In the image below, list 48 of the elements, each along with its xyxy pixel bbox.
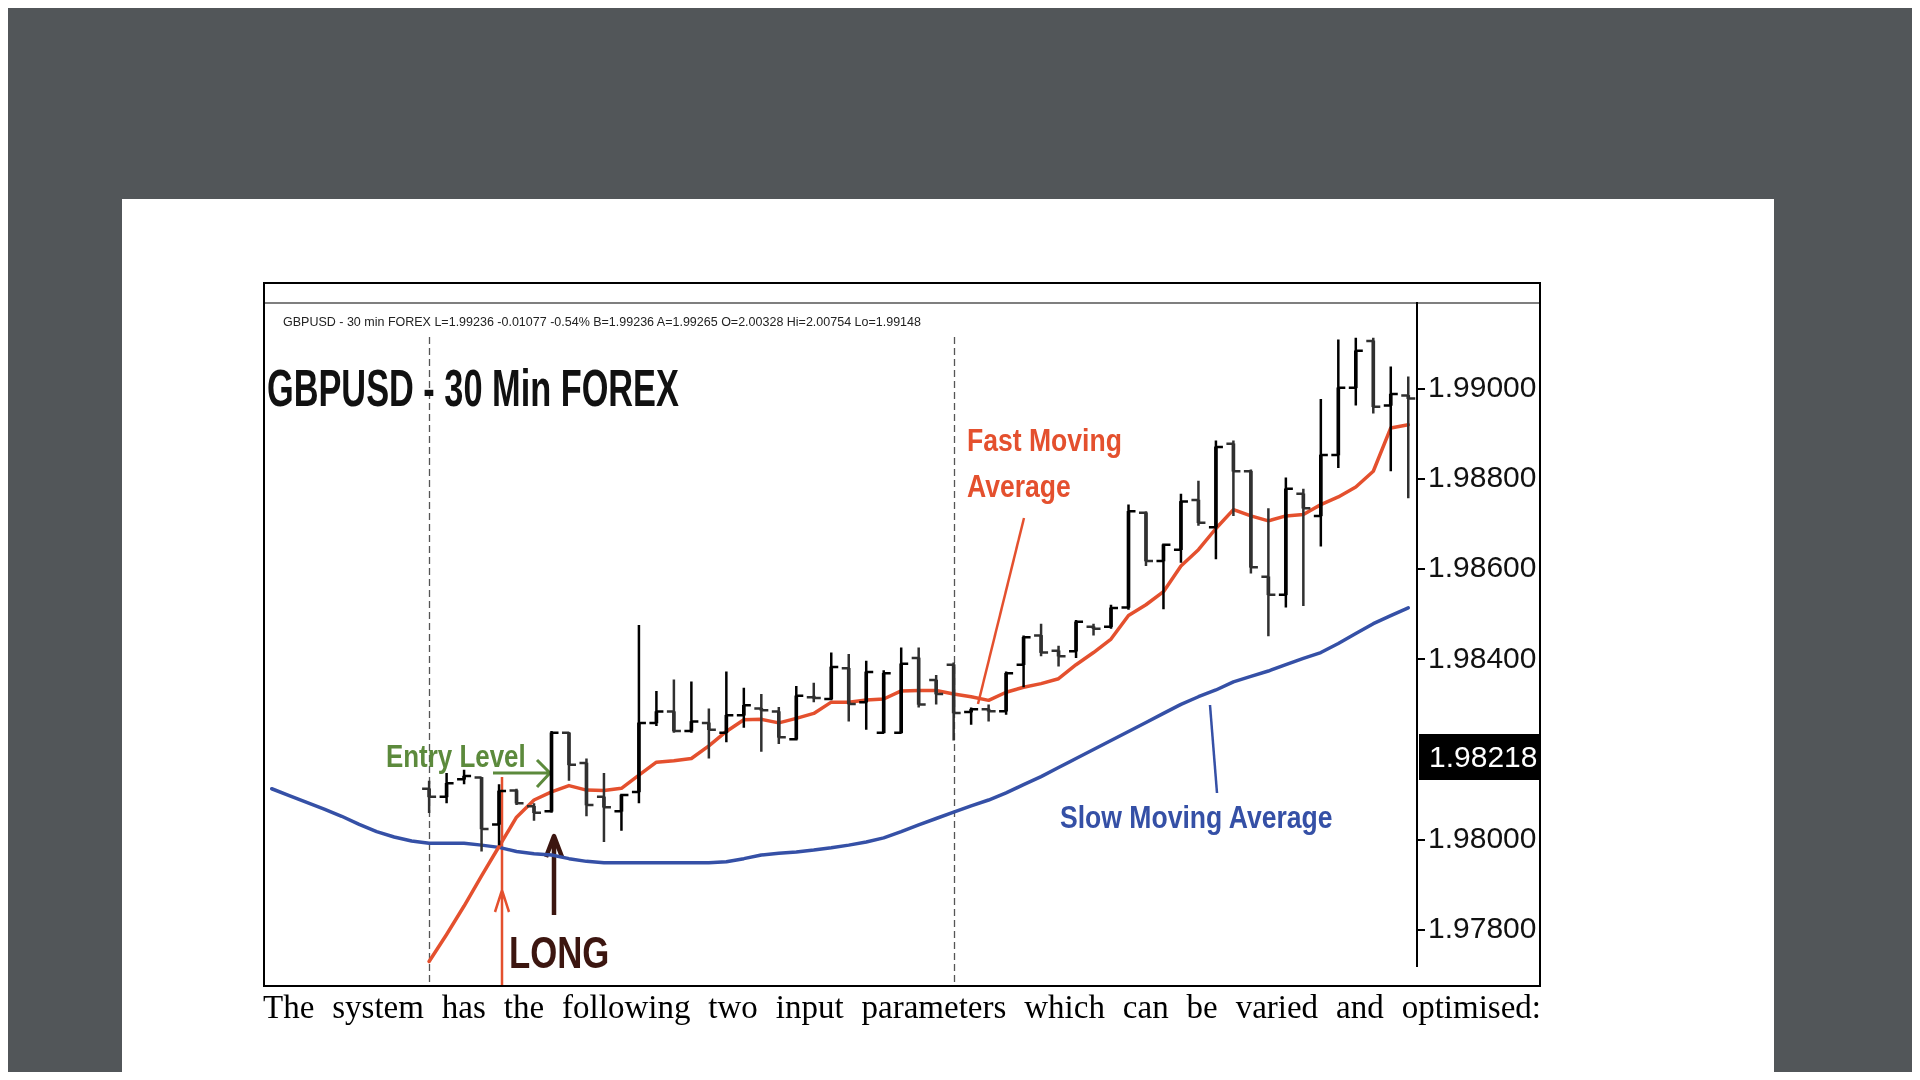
candlestick [700, 707, 718, 760]
candlestick [648, 689, 665, 728]
candlestick [1347, 336, 1365, 407]
series-label: Slow Moving Average [1060, 798, 1333, 837]
candlestick [1225, 439, 1242, 518]
candlestick [1295, 487, 1312, 608]
text: GBPUSD - 30 min FOREX L=1.99236 -0.01077 -0.54% B=1.99236 A=1.99265 O=2.00328 Hi=2.00754 Lo=1.99148 [283, 315, 921, 329]
candlestick [910, 646, 927, 709]
y-tick-label: 1.98400 [1428, 640, 1537, 674]
y-tick-label: 1.98600 [1428, 550, 1537, 584]
y-tick-label: 1.98800 [1428, 460, 1537, 494]
candlestick [1085, 622, 1102, 637]
annotation: LONG [509, 928, 610, 978]
candlestick [1330, 338, 1347, 470]
candlestick [805, 681, 823, 704]
candlestick [1312, 397, 1330, 548]
candlestick [630, 623, 648, 805]
candlestick [718, 670, 735, 744]
text: The system has the following two input parameters which can be varied and optimised: [263, 988, 1541, 1027]
candlestick [490, 782, 508, 847]
text: Fast Moving Average [967, 421, 1123, 506]
candlestick [927, 673, 945, 706]
y-tick-label: 1.98000 [1428, 820, 1537, 854]
candlestick [455, 768, 473, 786]
candlestick [595, 771, 613, 844]
text: GBPUSD - 30 Min FOREX [267, 359, 679, 417]
candlestick [735, 686, 753, 730]
candlestick [753, 692, 770, 754]
annotation: Entry Level [386, 737, 526, 776]
candlestick [770, 705, 788, 746]
candlestick [857, 659, 875, 731]
candlestick [578, 757, 595, 818]
candlestick [1365, 336, 1382, 415]
candlestick [525, 801, 543, 823]
candlestick [1382, 365, 1400, 473]
candlestick [1032, 622, 1050, 658]
candlestick [1050, 644, 1067, 668]
y-tick-label: 1.97800 [1428, 911, 1537, 945]
y-tick-label: 1.99000 [1428, 369, 1537, 403]
candlestick [1190, 479, 1207, 528]
candlestick [1172, 492, 1190, 565]
candlestick [980, 703, 997, 723]
candlestick [420, 779, 438, 815]
text: 1.98218 [1419, 734, 1539, 780]
candlestick [1260, 506, 1277, 638]
candlestick [1277, 476, 1295, 609]
candlestick [1207, 439, 1225, 561]
candlestick [840, 652, 857, 723]
